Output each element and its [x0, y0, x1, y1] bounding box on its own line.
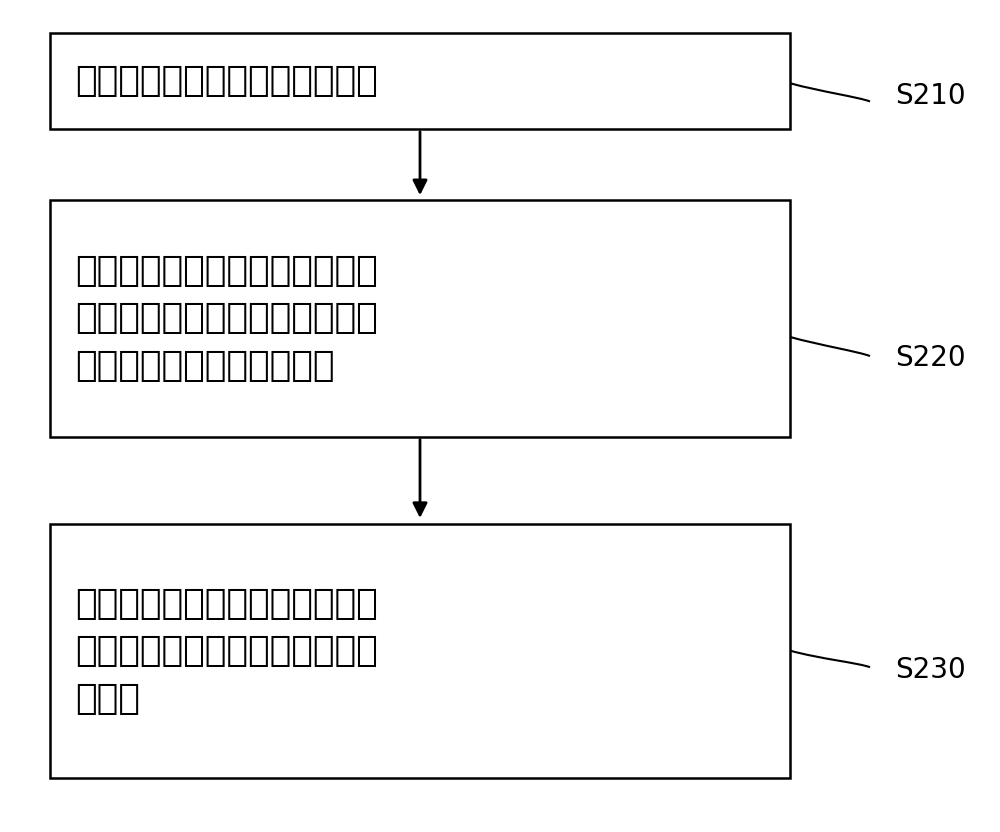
Text: 获取车辆的转角信号和转向信号: 获取车辆的转角信号和转向信号 [75, 64, 378, 98]
Text: 当所述转角信号和所述转向信号
表示的方向一致时，根据所述转
角信号，生成尾灯旋转角度: 当所述转角信号和所述转向信号 表示的方向一致时，根据所述转 角信号，生成尾灯旋转… [75, 254, 378, 383]
Text: S230: S230 [895, 656, 966, 684]
Text: S220: S220 [895, 344, 966, 372]
Text: S210: S210 [895, 82, 966, 110]
FancyBboxPatch shape [50, 33, 790, 129]
Text: 根据所述尾灯旋转角度，控制车
辆尾灯按照所述尾灯旋转角度进
行旋转: 根据所述尾灯旋转角度，控制车 辆尾灯按照所述尾灯旋转角度进 行旋转 [75, 587, 378, 716]
FancyBboxPatch shape [50, 524, 790, 778]
FancyBboxPatch shape [50, 200, 790, 437]
